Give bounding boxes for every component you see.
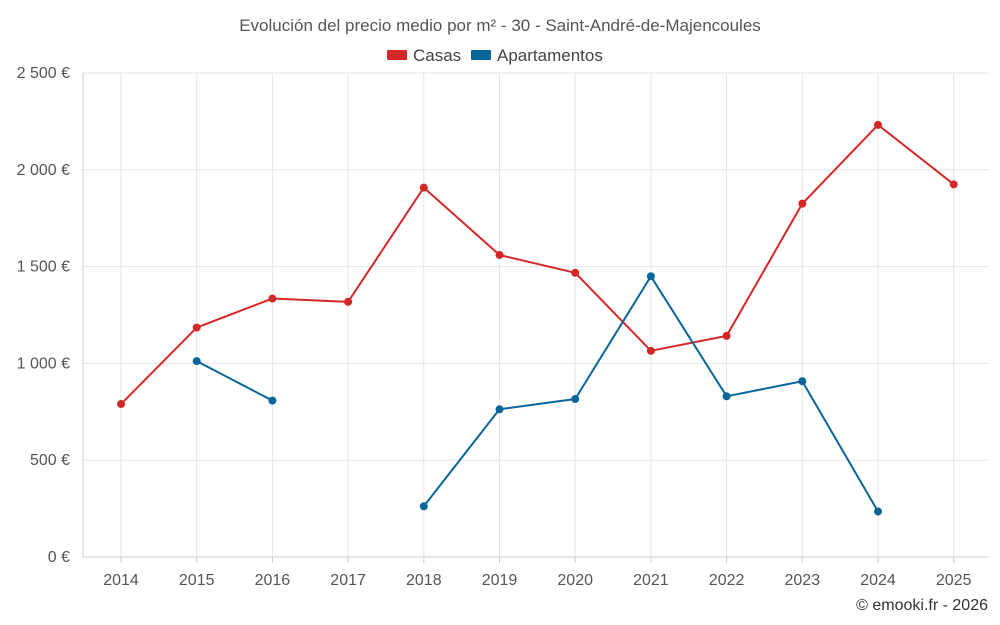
data-point-casas-2017[interactable] xyxy=(344,297,353,306)
x-tick-label: 2024 xyxy=(860,572,896,589)
data-point-apartamentos-2019[interactable] xyxy=(495,405,504,414)
x-tick-label: 2021 xyxy=(633,572,669,589)
series xyxy=(117,120,958,516)
legend: Casas Apartamentos xyxy=(387,46,603,65)
data-point-casas-2014[interactable] xyxy=(117,400,125,409)
series-casas xyxy=(117,120,958,409)
y-tick-label: 500 € xyxy=(30,452,70,469)
y-tick-label: 1 500 € xyxy=(17,259,70,276)
grid xyxy=(83,72,989,557)
legend-swatch-apartamentos xyxy=(471,50,491,60)
x-tick-label: 2020 xyxy=(557,572,593,589)
data-point-casas-2025[interactable] xyxy=(949,180,958,189)
legend-label-apartamentos: Apartamentos xyxy=(497,46,603,65)
y-tick-label: 1 000 € xyxy=(17,355,70,372)
x-tick-label: 2015 xyxy=(179,572,215,589)
series-line-apartamentos xyxy=(196,360,273,402)
data-point-apartamentos-2018[interactable] xyxy=(419,502,428,511)
data-point-apartamentos-2015[interactable] xyxy=(192,357,201,366)
data-point-apartamentos-2022[interactable] xyxy=(722,392,731,401)
chart-title: Evolución del precio medio por m² - 30 -… xyxy=(239,16,761,35)
data-point-casas-2021[interactable] xyxy=(646,346,655,355)
y-tick-label: 0 € xyxy=(48,549,70,566)
data-point-apartamentos-2023[interactable] xyxy=(798,377,807,386)
y-tick-label: 2 000 € xyxy=(17,162,70,179)
legend-item-casas[interactable]: Casas xyxy=(387,46,461,65)
data-point-casas-2023[interactable] xyxy=(798,199,807,208)
credit-text: © emooki.fr - 2026 xyxy=(856,597,988,614)
data-point-casas-2019[interactable] xyxy=(495,250,504,259)
data-point-casas-2018[interactable] xyxy=(419,183,428,192)
x-tick-label: 2019 xyxy=(482,572,518,589)
x-tick-label: 2014 xyxy=(103,572,139,589)
x-tick-label: 2016 xyxy=(255,572,291,589)
data-point-apartamentos-2016[interactable] xyxy=(268,396,277,405)
axes: 0 € 500 € 1 000 € 1 500 € 2 000 € 2 500 € 2014… xyxy=(17,65,989,589)
series-line-casas xyxy=(120,123,955,405)
x-tick-label: 2018 xyxy=(406,572,442,589)
data-point-apartamentos-2020[interactable] xyxy=(571,395,580,404)
data-point-casas-2016[interactable] xyxy=(268,294,277,303)
data-point-apartamentos-2021[interactable] xyxy=(646,272,655,281)
x-tick-label: 2017 xyxy=(330,572,366,589)
legend-swatch-casas xyxy=(387,50,407,60)
x-tick-label: 2023 xyxy=(785,572,821,589)
x-tick-label: 2025 xyxy=(936,572,972,589)
data-point-casas-2015[interactable] xyxy=(192,323,201,332)
data-point-casas-2020[interactable] xyxy=(571,268,580,277)
x-tick-label: 2022 xyxy=(709,572,745,589)
series-apartamentos xyxy=(192,272,882,516)
data-point-casas-2024[interactable] xyxy=(874,120,882,129)
data-point-casas-2022[interactable] xyxy=(722,331,731,340)
legend-item-apartamentos[interactable]: Apartamentos xyxy=(471,46,603,65)
data-point-apartamentos-2024[interactable] xyxy=(874,507,882,516)
y-tick-label: 2 500 € xyxy=(17,65,70,82)
legend-label-casas: Casas xyxy=(413,46,461,65)
